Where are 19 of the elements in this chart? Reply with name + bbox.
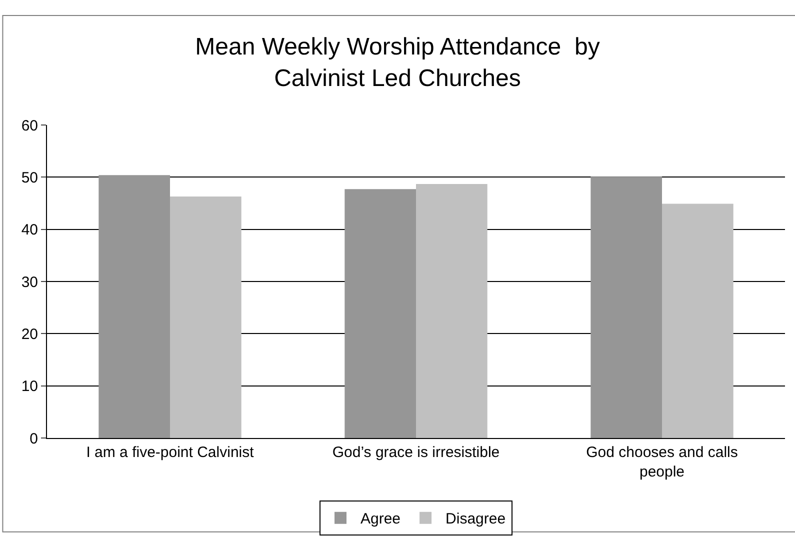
bar [344, 189, 416, 438]
x-tick-label: I am a five-point Calvinist [86, 444, 255, 461]
legend-label: Agree [360, 510, 401, 528]
y-tick-label: 30 [21, 274, 38, 291]
x-tick-label: God’s grace is irresistible [332, 444, 500, 461]
y-tick-label: 20 [21, 326, 38, 343]
bar [590, 176, 662, 438]
y-tick-label: 50 [21, 169, 38, 186]
x-tick-label: God chooses and calls people [586, 444, 738, 480]
legend-label: Disagree [446, 510, 506, 528]
bar [170, 196, 242, 438]
y-tick-label: 60 [21, 117, 38, 134]
bar [98, 175, 170, 438]
bar [662, 204, 734, 438]
y-tick-label: 40 [21, 222, 38, 239]
y-tick-label: 10 [21, 378, 38, 396]
chart-title: Mean Weekly Worship Attendance by Calvinist Led Churches [195, 34, 600, 92]
y-tick-label: 0 [30, 430, 38, 448]
bar [416, 184, 488, 438]
